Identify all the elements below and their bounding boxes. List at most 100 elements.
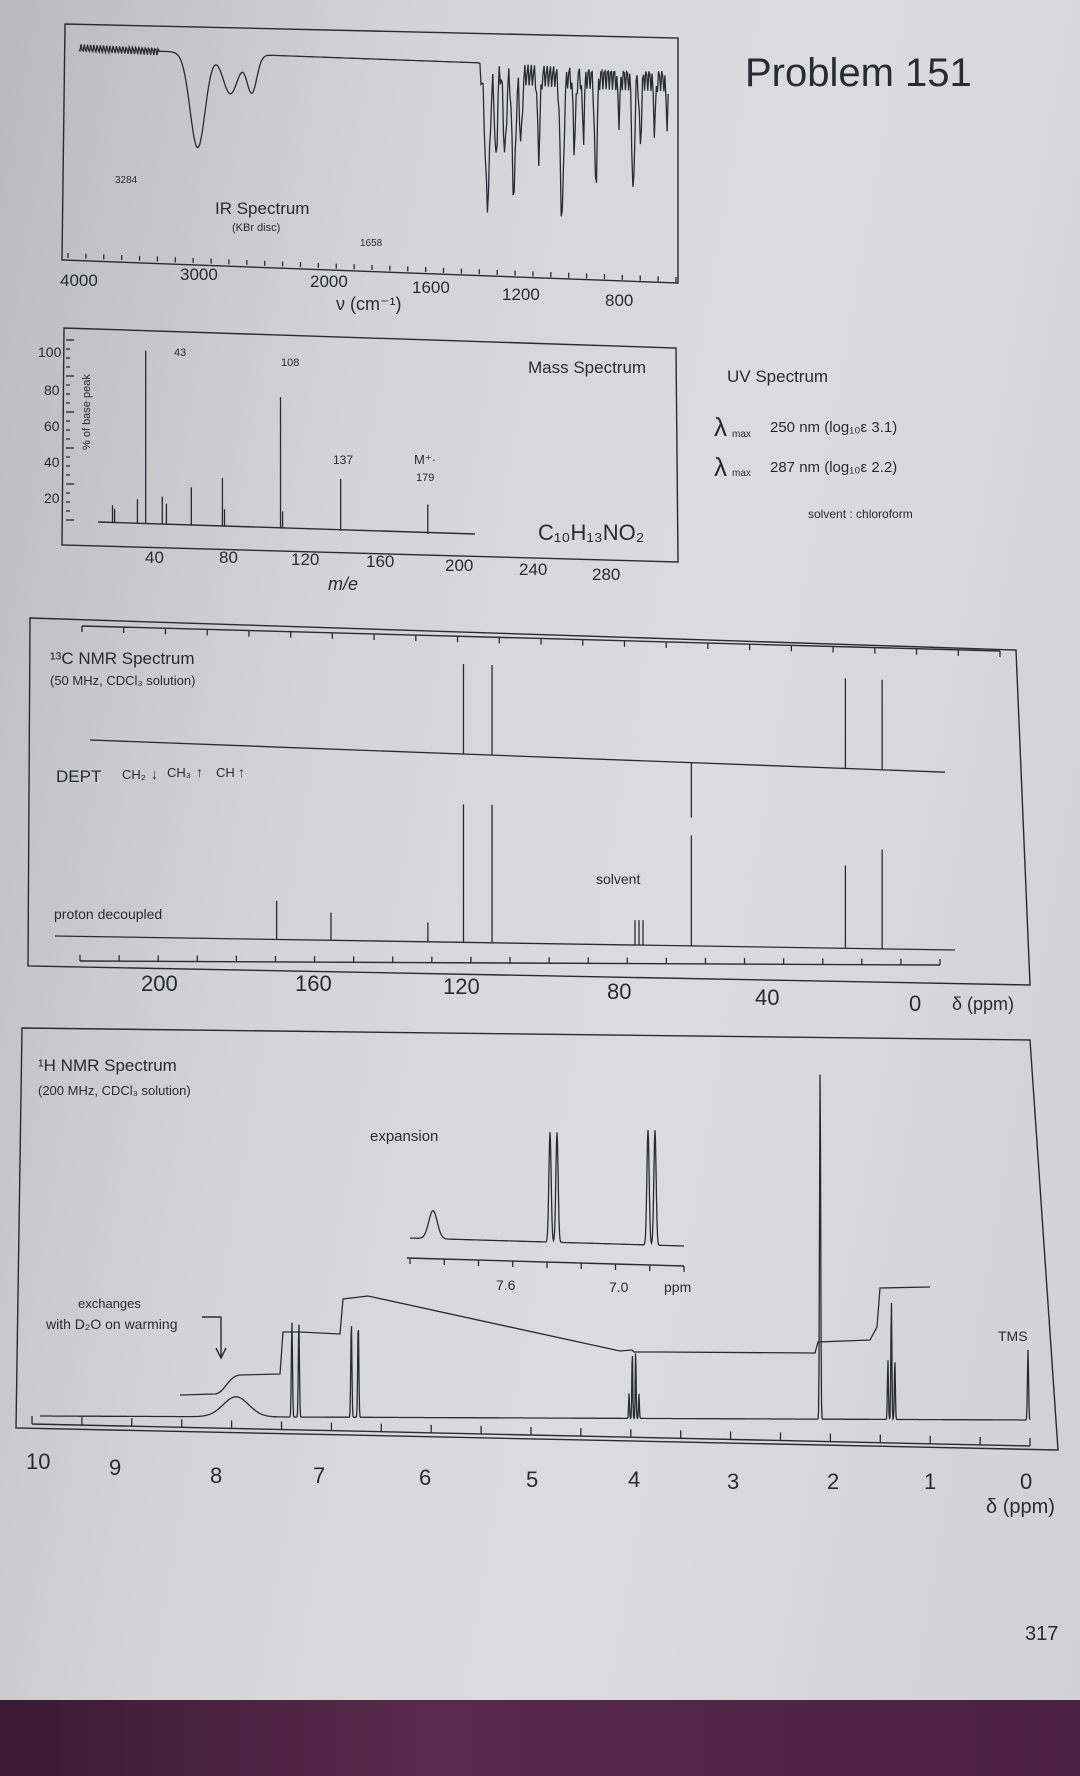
h1-x-tick-0: 0 [1020,1469,1032,1494]
uv-lambda-2: λ [714,452,727,482]
expansion-tick-7.0: 7.0 [609,1279,629,1295]
c13-frame [27,617,1031,986]
h1-x-tick-6: 6 [419,1465,431,1490]
h1-x-tick-4: 4 [628,1467,640,1492]
ms-y-tick-100: 100 [38,344,62,360]
exchange-arrow-icon [202,1316,227,1360]
expansion-axis-ticks [409,1258,685,1272]
expansion-label: expansion [370,1128,438,1145]
c13-nmr-panel: ¹³C NMR Spectrum (50 MHz, CDCl₃ solution… [27,617,1031,1016]
uv-max-1: max [732,429,751,440]
h1-x-tick-7: 7 [313,1463,325,1488]
uv-band-2: 287 nm (log₁₀ε 2.2) [770,459,897,476]
c13-proton-decoupled-trace [54,804,956,951]
uv-max-2: max [732,468,751,479]
c13-x-tick-120: 120 [443,974,480,999]
ms-x-tick-40: 40 [145,548,164,567]
h1-spectrum-trace [40,1074,1031,1422]
c13-subtitle: (50 MHz, CDCl₃ solution) [50,673,195,688]
ir-tick-3000: 3000 [180,265,218,284]
h1-x-tick-2: 2 [827,1469,839,1494]
ms-x-tick-160: 160 [366,552,394,571]
c13-x-tick-160: 160 [295,971,332,996]
h1-integral-trace [179,1286,931,1396]
background-fabric [0,1700,1080,1776]
c13-x-axis-ticks [79,955,941,965]
dept-ch-label: CH [216,765,235,780]
ms-y-axis-ticks [66,339,74,521]
expansion-tick-7.6: 7.6 [496,1277,516,1293]
ir-title: IR Spectrum [215,199,309,218]
c13-x-tick-200: 200 [141,971,178,996]
ms-y-tick-80: 80 [44,382,60,398]
ir-tick-1600: 1600 [412,278,450,297]
ir-peak-label-3284: 3284 [115,175,138,186]
ms-baseline [97,521,476,535]
ms-x-tick-120: 120 [291,550,319,569]
ms-x-tick-80: 80 [219,548,238,567]
h1-x-tick-10: 10 [26,1449,50,1474]
ir-tick-1200: 1200 [502,285,540,304]
ms-x-tick-280: 280 [592,565,620,584]
h1-x-tick-3: 3 [727,1469,739,1494]
ms-peak-label-137: 137 [333,453,353,467]
h1-x-tick-5: 5 [526,1467,538,1492]
h1-frame [15,1027,1059,1451]
ms-molecular-ion-value: 179 [416,472,434,484]
uv-band-1: 250 nm (log₁₀ε 3.1) [770,419,897,436]
ir-spectrum-panel: IR Spectrum (KBr disc) 3284 1658 4000 30… [60,23,679,314]
ms-title: Mass Spectrum [528,358,646,377]
ir-subtitle: (KBr disc) [232,222,280,234]
ms-y-axis-label: % of base peak [81,374,93,450]
exchange-note-line1: exchanges [78,1296,141,1311]
h1-x-axis-label: δ (ppm) [986,1496,1055,1518]
ir-tick-2000: 2000 [310,272,348,291]
h1-subtitle: (200 MHz, CDCl₃ solution) [38,1083,191,1098]
expansion-unit: ppm [664,1279,691,1295]
ir-trace [78,44,669,217]
c13-x-tick-40: 40 [755,985,779,1010]
dept-ch2-arrow-down-icon: ↓ [151,766,158,782]
expansion-trace [410,1129,684,1247]
ms-y-tick-60: 60 [44,418,60,434]
c13-dept-baseline [89,739,946,773]
ir-tick-4000: 4000 [60,271,98,290]
ms-frame [61,327,679,563]
mass-spectrum-panel: 100 80 60 40 20 % of base peak 43 108 13… [38,327,679,594]
uv-spectrum-info: UV Spectrum λ max 250 nm (log₁₀ε 3.1) λ … [714,367,913,521]
expansion-axis [406,1257,685,1267]
page-title: Problem 151 [745,51,972,95]
ms-molecular-ion-label: M⁺· [414,452,436,467]
uv-title: UV Spectrum [727,367,828,386]
tms-label: TMS [998,1328,1028,1344]
c13-decoupled-baseline [54,935,956,951]
c13-x-tick-80: 80 [607,979,631,1004]
h1-nmr-panel: ¹H NMR Spectrum (200 MHz, CDCl₃ solution… [15,1027,1059,1518]
dept-ch-arrow-up-icon: ↑ [238,764,245,780]
dept-ch3-arrow-up-icon: ↑ [196,764,203,780]
c13-solvent-label: solvent [596,871,640,887]
ms-x-tick-240: 240 [519,560,547,579]
h1-x-tick-1: 1 [924,1469,936,1494]
c13-x-tick-0: 0 [909,991,921,1016]
c13-dept-trace [89,664,946,818]
ir-x-axis-ticks [67,253,677,282]
exchange-note-line2: with D₂O on warming [45,1316,177,1332]
c13-top-scale-ticks [81,626,1001,657]
uv-solvent: solvent : chloroform [808,507,913,521]
ir-tick-800: 800 [605,291,633,310]
c13-title: ¹³C NMR Spectrum [50,649,195,668]
ir-frame [61,23,679,284]
h1-x-tick-9: 9 [109,1455,121,1480]
dept-ch2-label: CH₂ [122,767,146,782]
c13-x-axis-label: δ (ppm) [952,994,1014,1014]
h1-x-axis-ticks [31,1416,1031,1446]
dept-label: DEPT [56,767,101,786]
h1-x-tick-8: 8 [210,1463,222,1488]
ir-peak-label-1658: 1658 [360,238,383,249]
proton-decoupled-label: proton decoupled [54,906,162,922]
ms-x-tick-200: 200 [445,556,473,575]
ms-peak-label-108: 108 [281,357,299,369]
